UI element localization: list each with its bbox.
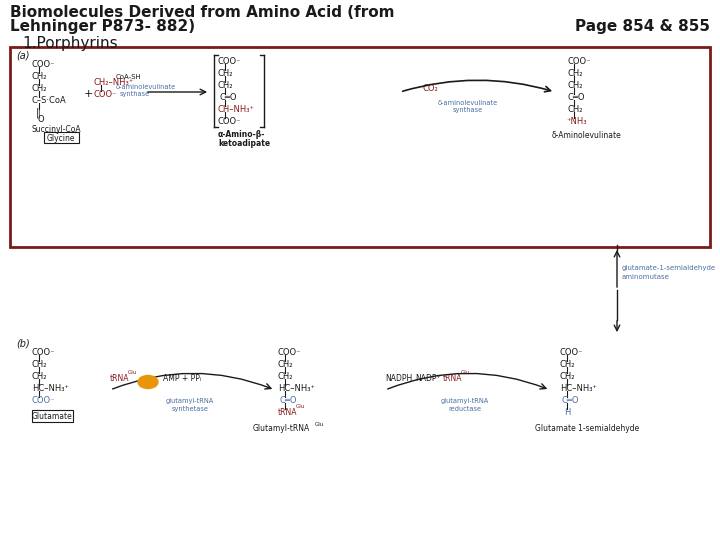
- Text: (a): (a): [16, 50, 30, 60]
- Text: C–S·CoA: C–S·CoA: [32, 96, 67, 105]
- Text: CH₂: CH₂: [32, 72, 48, 81]
- Text: CH₂: CH₂: [32, 360, 48, 369]
- Text: CO₂: CO₂: [422, 84, 438, 93]
- Text: HC–NH₃⁺: HC–NH₃⁺: [32, 384, 69, 393]
- Text: C═O: C═O: [279, 396, 297, 405]
- Text: ‖: ‖: [36, 108, 41, 118]
- Text: CH₂: CH₂: [278, 372, 294, 381]
- Text: COO⁻: COO⁻: [32, 60, 55, 69]
- Text: ⁺NH₃: ⁺NH₃: [566, 117, 587, 126]
- Text: 1.Porphyrins: 1.Porphyrins: [22, 36, 117, 51]
- Text: C═O: C═O: [561, 396, 578, 405]
- Text: CH₂: CH₂: [567, 105, 582, 114]
- FancyBboxPatch shape: [43, 132, 78, 143]
- Text: CH₂: CH₂: [32, 372, 48, 381]
- Text: δ-aminolevulinate: δ-aminolevulinate: [438, 100, 498, 106]
- Text: tRNA: tRNA: [110, 374, 130, 383]
- Text: tRNA: tRNA: [443, 374, 462, 383]
- Text: +: +: [84, 89, 94, 99]
- Text: Page 854 & 855: Page 854 & 855: [575, 19, 710, 34]
- Text: HC–NH₃⁺: HC–NH₃⁺: [560, 384, 597, 393]
- Text: CH₂: CH₂: [560, 360, 575, 369]
- Text: Glu: Glu: [296, 404, 305, 409]
- Text: O: O: [37, 115, 44, 124]
- Ellipse shape: [138, 375, 158, 388]
- Text: reductase: reductase: [449, 406, 482, 412]
- Text: CH₂: CH₂: [218, 81, 233, 90]
- Text: AMP + PPᵢ: AMP + PPᵢ: [163, 374, 202, 383]
- Text: synthase: synthase: [453, 107, 483, 113]
- Text: Glutamyl-tRNA: Glutamyl-tRNA: [253, 424, 310, 433]
- Text: CH₂: CH₂: [560, 372, 575, 381]
- Text: COO⁻: COO⁻: [218, 57, 241, 66]
- Text: δ-Aminolevulinate: δ-Aminolevulinate: [552, 131, 622, 140]
- Text: δ-aminolevulinate: δ-aminolevulinate: [116, 84, 176, 90]
- Text: aminomutase: aminomutase: [622, 274, 670, 280]
- Text: tRNA: tRNA: [278, 408, 297, 417]
- Text: Glycine: Glycine: [47, 134, 76, 143]
- Text: COO⁻: COO⁻: [278, 348, 302, 357]
- Text: CH₂: CH₂: [32, 84, 48, 93]
- Text: synthase: synthase: [120, 91, 150, 97]
- Text: Glu: Glu: [315, 422, 324, 427]
- Text: Glutamate 1-semialdehyde: Glutamate 1-semialdehyde: [535, 424, 639, 433]
- Text: Lehninger P873- 882): Lehninger P873- 882): [10, 19, 195, 34]
- Text: Glu: Glu: [128, 370, 138, 375]
- Text: ketoadipate: ketoadipate: [218, 139, 270, 148]
- Text: COO⁻: COO⁻: [32, 348, 55, 357]
- Text: glutamyl-tRNA: glutamyl-tRNA: [166, 398, 214, 404]
- Text: Biomolecules Derived from Amino Acid (from: Biomolecules Derived from Amino Acid (fr…: [10, 5, 395, 20]
- Text: Glu: Glu: [461, 370, 470, 375]
- Text: ATP: ATP: [140, 378, 156, 387]
- Text: CH₂: CH₂: [567, 81, 582, 90]
- Text: glutamyl-tRNA: glutamyl-tRNA: [441, 398, 489, 404]
- Text: COO⁻: COO⁻: [94, 90, 117, 99]
- Text: α-Amino-β-: α-Amino-β-: [218, 130, 266, 139]
- Text: (b): (b): [16, 338, 30, 348]
- Text: CoA-SH: CoA-SH: [116, 74, 142, 80]
- Text: synthetase: synthetase: [171, 406, 209, 412]
- Text: HC–NH₃⁺: HC–NH₃⁺: [278, 384, 315, 393]
- Text: COO⁻: COO⁻: [560, 348, 583, 357]
- Text: NADP⁺: NADP⁺: [415, 374, 441, 383]
- Bar: [10, 47, 710, 247]
- Text: CH–NH₃⁺: CH–NH₃⁺: [218, 105, 255, 114]
- Text: CH₂: CH₂: [218, 69, 233, 78]
- Text: CH₂–NH₃⁺: CH₂–NH₃⁺: [94, 78, 134, 87]
- Text: glutamate-1-semialdehyde: glutamate-1-semialdehyde: [622, 265, 716, 271]
- Text: CH₂: CH₂: [567, 69, 582, 78]
- Text: H: H: [564, 408, 570, 417]
- Text: COO⁻: COO⁻: [218, 117, 241, 126]
- Text: Glutamate: Glutamate: [32, 412, 73, 421]
- Text: C═O: C═O: [219, 93, 236, 102]
- Text: Succinyl-CoA: Succinyl-CoA: [32, 125, 81, 134]
- Text: COO⁻: COO⁻: [32, 396, 55, 405]
- Text: NADPH: NADPH: [385, 374, 413, 383]
- Text: CH₂: CH₂: [278, 360, 294, 369]
- FancyBboxPatch shape: [32, 409, 73, 422]
- Text: C═O: C═O: [568, 93, 585, 102]
- Text: COO⁻: COO⁻: [567, 57, 590, 66]
